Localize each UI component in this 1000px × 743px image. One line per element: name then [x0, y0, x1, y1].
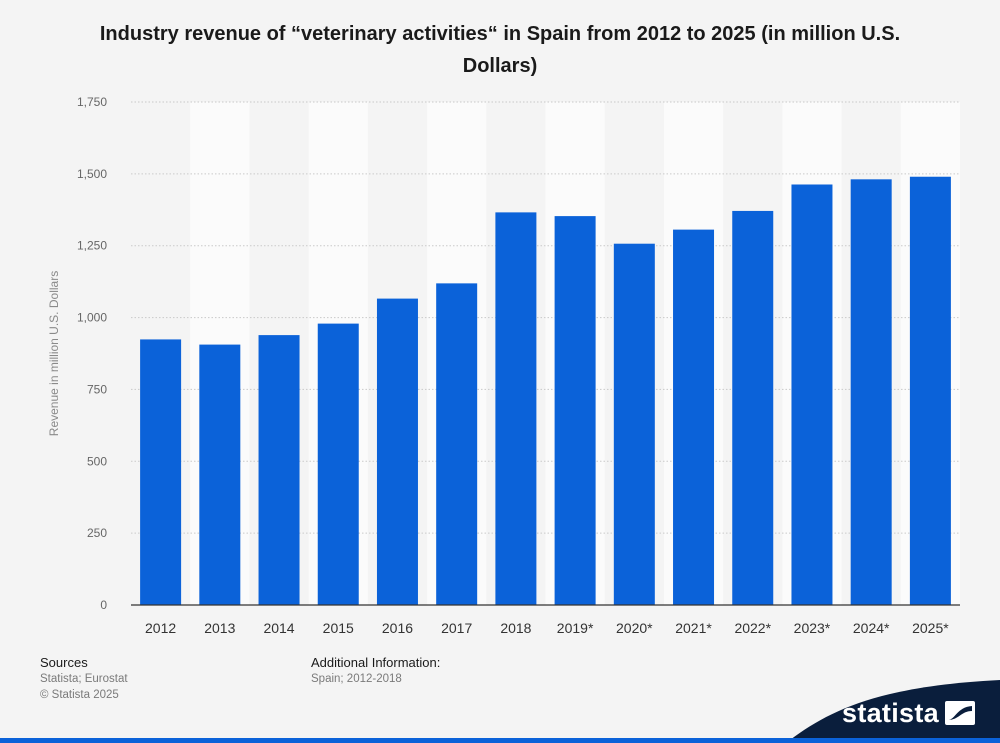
y-tick-label: 1,750 [77, 95, 107, 109]
statista-flag-icon [944, 701, 975, 725]
bar[interactable] [199, 344, 241, 605]
sources-block: Sources Statista; Eurostat © Statista 20… [40, 655, 128, 703]
bar[interactable] [850, 179, 892, 605]
bar[interactable] [554, 216, 596, 606]
sources-text[interactable]: Statista; Eurostat [40, 673, 128, 685]
x-tick-label: 2022* [734, 620, 771, 636]
bottom-accent-line [0, 738, 1000, 743]
x-tick-label: 2013 [204, 620, 235, 636]
bar[interactable] [613, 243, 655, 606]
chart-title: Industry revenue of “veterinary activiti… [99, 23, 901, 77]
x-tick-label: 2024* [853, 620, 890, 636]
bars [140, 176, 951, 606]
y-tick-label: 500 [87, 454, 107, 468]
y-tick-label: 250 [87, 526, 107, 540]
sources-heading: Sources [40, 655, 88, 670]
x-tick-label: 2012 [145, 620, 176, 636]
x-tick-label: 2020* [616, 620, 653, 636]
statista-wordmark: statista [842, 697, 939, 728]
bar[interactable] [436, 283, 478, 605]
bar[interactable] [791, 184, 833, 605]
bar[interactable] [317, 323, 359, 605]
y-tick-label: 1,250 [77, 239, 107, 253]
x-tick-label: 2023* [794, 620, 831, 636]
x-tick-label: 2017 [441, 620, 472, 636]
x-tick-label: 2016 [382, 620, 413, 636]
bar[interactable] [140, 339, 182, 605]
x-axis-ticks: 2012 2013 2014 2015 2016 2017 2018 2019* 2020* 20… [145, 620, 949, 636]
bar[interactable] [673, 229, 715, 605]
copyright-text: © Statista 2025 [40, 689, 119, 701]
y-tick-label: 1,500 [77, 167, 107, 181]
x-tick-label: 2014 [263, 620, 294, 636]
bar[interactable] [258, 335, 300, 605]
y-tick-label: 1,000 [77, 311, 107, 325]
additional-info-heading: Additional Information: [311, 655, 441, 670]
brand-band [790, 680, 1000, 740]
x-tick-label: 2018 [500, 620, 531, 636]
y-axis-ticks: 0 250 500 750 1,000 1,250 1,500 1,750 [77, 95, 107, 612]
additional-info-block: Additional Information: Spain; 2012-2018 [311, 655, 440, 687]
bar[interactable] [376, 298, 418, 605]
x-tick-label: 2025* [912, 620, 949, 636]
x-tick-label: 2015 [323, 620, 354, 636]
y-axis-label: Revenue in million U.S. Dollars [47, 271, 61, 436]
brand-band-shape [790, 680, 1000, 740]
additional-info-text: Spain; 2012-2018 [311, 673, 402, 685]
y-tick-label: 750 [87, 382, 107, 396]
statista-logo[interactable]: statista [842, 695, 975, 731]
x-tick-label: 2019* [557, 620, 594, 636]
bar[interactable] [732, 210, 774, 605]
x-tick-label: 2021* [675, 620, 712, 636]
y-tick-label: 0 [100, 598, 107, 612]
bar[interactable] [909, 176, 951, 605]
bar[interactable] [495, 212, 537, 606]
